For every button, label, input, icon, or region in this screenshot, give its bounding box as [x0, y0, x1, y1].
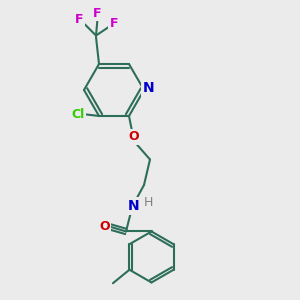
Text: H: H	[144, 196, 153, 209]
Text: F: F	[110, 17, 118, 30]
Text: N: N	[128, 199, 139, 213]
Text: O: O	[99, 220, 110, 233]
Text: O: O	[128, 130, 139, 143]
Text: F: F	[75, 13, 84, 26]
Text: N: N	[143, 82, 154, 95]
Text: F: F	[93, 7, 102, 20]
Text: Cl: Cl	[71, 108, 85, 121]
